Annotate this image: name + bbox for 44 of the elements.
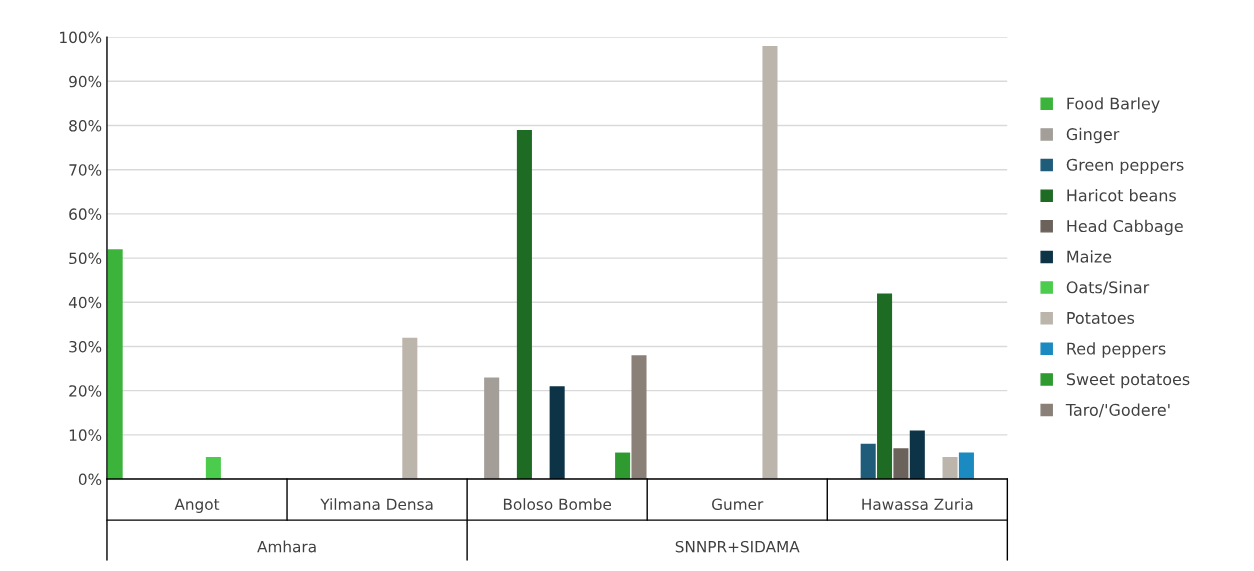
legend-label: Potatoes	[1067, 312, 1135, 324]
bar	[516, 129, 532, 480]
x-tick-label: Gumer	[712, 498, 764, 511]
legend-label: Sweet potatoes	[1066, 373, 1190, 389]
bar	[958, 452, 974, 480]
legend-label: Head Cabbage	[1067, 219, 1183, 236]
y-tick-label: 60%	[69, 208, 102, 220]
y-tick-label: 10%	[69, 429, 102, 441]
y-tick-label: 40%	[68, 296, 102, 309]
bar	[942, 456, 958, 480]
y-tick-label: 50%	[69, 252, 102, 265]
y-tick-label: 70%	[69, 164, 102, 176]
legend-label: Oats/Sinar	[1066, 280, 1150, 295]
legend-label: Red peppers	[1067, 342, 1166, 358]
x-tick-label: Hawassa Zuria	[862, 498, 973, 511]
legend-label: Taro/'Godere'	[1065, 403, 1170, 418]
bar	[549, 386, 565, 480]
y-tick-label: 20%	[69, 385, 102, 397]
bar	[402, 337, 418, 480]
text: Amhara	[257, 540, 316, 553]
bar	[484, 377, 500, 480]
y-tick-label: 80%	[69, 119, 102, 132]
bar	[107, 249, 123, 480]
bar	[615, 452, 631, 480]
legend-label: Green peppers	[1066, 158, 1184, 174]
bar	[877, 293, 893, 480]
x-tick-label: Boloso Bombe	[503, 498, 612, 511]
y-tick-label: 30%	[69, 340, 102, 353]
y-tick-label: 0%	[78, 473, 102, 486]
legend-label: Ginger	[1066, 127, 1120, 144]
y-tick-label: 100%	[60, 31, 102, 44]
bar	[860, 443, 876, 480]
legend-label: Food Barley	[1067, 97, 1160, 113]
text: SNNPR+SIDAMA	[675, 540, 800, 553]
bar	[205, 456, 221, 480]
bar	[762, 45, 778, 480]
bar	[893, 448, 909, 480]
bar	[631, 355, 647, 480]
legend-label: Maize	[1067, 250, 1112, 263]
legend-label: Haricot beans	[1067, 189, 1176, 202]
x-tick-label: Angot	[174, 498, 220, 513]
bar	[909, 430, 925, 480]
x-tick-label: Yilmana Densa	[320, 498, 433, 511]
y-tick-label: 90%	[69, 75, 102, 88]
